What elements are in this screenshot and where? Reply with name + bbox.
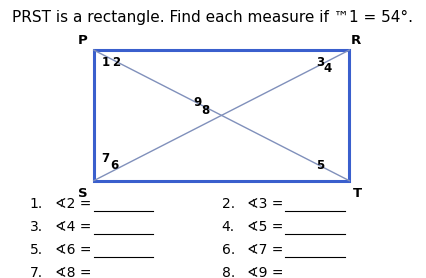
Text: ∢9 =: ∢9 = (247, 266, 284, 278)
Text: 5: 5 (316, 159, 325, 172)
Text: PRST is a rectangle. Find each measure if ™1 = 54°.: PRST is a rectangle. Find each measure i… (12, 10, 414, 25)
Text: T: T (353, 187, 363, 200)
Text: 1.: 1. (30, 197, 43, 211)
Text: 7.: 7. (30, 266, 43, 278)
Text: S: S (78, 187, 88, 200)
Text: ∢8 =: ∢8 = (55, 266, 92, 278)
Text: 2.: 2. (222, 197, 235, 211)
Text: 9: 9 (193, 96, 201, 109)
Text: ∢2 =: ∢2 = (55, 197, 92, 211)
Text: P: P (78, 34, 88, 47)
Text: 8: 8 (201, 104, 210, 117)
Text: ∢7 =: ∢7 = (247, 243, 283, 257)
Text: 4.: 4. (222, 220, 235, 234)
Text: 6.: 6. (222, 243, 235, 257)
Text: ∢4 =: ∢4 = (55, 220, 92, 234)
Text: 7: 7 (101, 152, 110, 165)
Text: 3: 3 (316, 56, 325, 69)
Text: R: R (351, 34, 361, 47)
Text: ∢3 =: ∢3 = (247, 197, 283, 211)
Text: ∢6 =: ∢6 = (55, 243, 92, 257)
Text: 6: 6 (110, 159, 118, 172)
Text: 4: 4 (324, 63, 332, 75)
Text: 8.: 8. (222, 266, 235, 278)
Text: 5.: 5. (30, 243, 43, 257)
Text: 1: 1 (101, 56, 110, 69)
Text: ∢5 =: ∢5 = (247, 220, 283, 234)
Bar (94, 50, 349, 181)
Text: 2: 2 (112, 56, 120, 69)
Text: 3.: 3. (30, 220, 43, 234)
